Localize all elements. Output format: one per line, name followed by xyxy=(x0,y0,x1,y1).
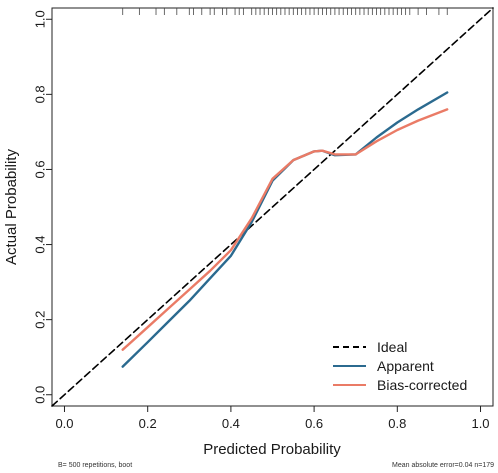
x-tick-label: 0.2 xyxy=(139,416,157,431)
legend-label-bias-corrected: Bias-corrected xyxy=(377,377,467,393)
y-tick-label: 0.8 xyxy=(33,85,48,103)
footnote-left: B= 500 repetitions, boot xyxy=(58,462,132,469)
footnote-right: Mean absolute error=0.04 n=179 xyxy=(392,462,494,469)
legend-label-apparent: Apparent xyxy=(377,358,434,374)
x-tick-label: 0.8 xyxy=(388,416,406,431)
y-tick-label: 0.0 xyxy=(33,386,48,404)
y-tick-label: 0.2 xyxy=(33,311,48,329)
y-tick-label: 1.0 xyxy=(33,10,48,28)
apparent-line xyxy=(121,91,449,368)
x-tick-label: 0.6 xyxy=(305,416,323,431)
rug-marks xyxy=(122,8,448,15)
ideal-line xyxy=(51,7,494,407)
x-axis-title: Predicted Probability xyxy=(203,441,341,458)
legend: Ideal Apparent Bias-corrected xyxy=(333,339,467,393)
x-tick-label: 0.4 xyxy=(222,416,240,431)
x-tick-label: 0.0 xyxy=(55,416,73,431)
y-tick-label: 0.6 xyxy=(33,160,48,178)
legend-label-ideal: Ideal xyxy=(377,339,407,355)
y-tick-label: 0.4 xyxy=(33,236,48,254)
x-tick-label: 1.0 xyxy=(471,416,489,431)
axis-ticks: 0.0 0.2 0.4 0.6 0.8 1.0 0.0 0.2 0.4 0.6 0.8 1.0 xyxy=(33,10,490,431)
y-axis-title: Actual Probability xyxy=(3,149,20,265)
series-lines xyxy=(51,7,494,407)
bias-corrected-line xyxy=(121,108,449,351)
